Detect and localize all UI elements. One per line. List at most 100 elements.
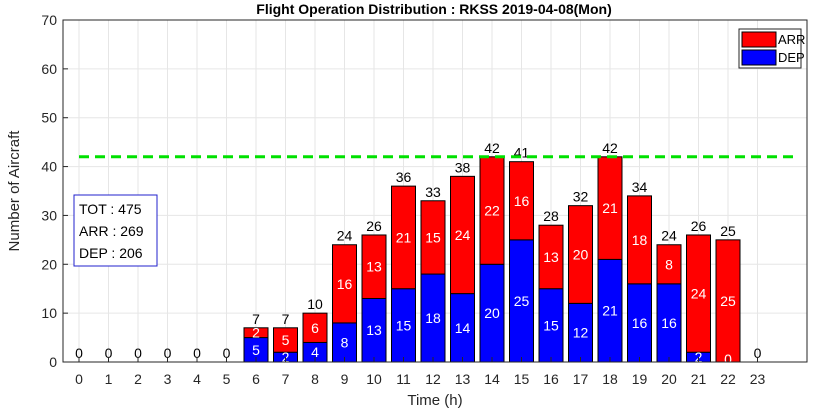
bar-arr: [273, 327, 298, 353]
dep-value-label: 16: [661, 315, 677, 331]
dep-value-label: 21: [602, 303, 618, 319]
total-value-label: 0: [164, 345, 172, 361]
x-tick-label: 7: [282, 371, 290, 387]
bar-arr: [243, 327, 269, 339]
x-tick-label: 8: [311, 371, 319, 387]
total-value-label: 10: [307, 296, 323, 312]
x-tick-label: 15: [514, 371, 530, 387]
x-tick-label: 13: [455, 371, 471, 387]
x-tick-label: 6: [252, 371, 260, 387]
total-value-label: 42: [484, 140, 500, 156]
stats-dep: DEP : 206: [79, 245, 143, 261]
bar-arr: [509, 161, 534, 241]
dep-value-label: 16: [632, 315, 648, 331]
arr-value-label: 16: [514, 193, 530, 209]
bar-arr: [332, 244, 357, 324]
x-tick-label: 0: [75, 371, 83, 387]
bar-series: [243, 156, 741, 363]
arr-value-label: 21: [602, 200, 618, 216]
dep-value-label: 8: [341, 334, 349, 350]
arr-value-label: 5: [282, 332, 290, 348]
total-value-label: 24: [661, 228, 677, 244]
y-tick-label: 60: [41, 61, 57, 77]
total-value-label: 42: [602, 140, 618, 156]
bar-arr: [715, 239, 741, 363]
dep-value-label: 25: [514, 293, 530, 309]
y-tick-label: 50: [41, 110, 57, 126]
bar-arr: [686, 234, 711, 353]
y-axis-ticks: 0 10 20 30 40 50 60 70: [41, 12, 68, 370]
arr-value-label: 24: [455, 227, 471, 243]
bar-arr: [302, 312, 328, 343]
dep-value-label: 12: [573, 325, 589, 341]
dep-value-label: 15: [543, 317, 559, 333]
bar-arr: [597, 156, 623, 260]
total-value-label: 0: [134, 345, 142, 361]
total-value-label: 7: [252, 311, 260, 327]
bar-arr: [420, 200, 446, 275]
x-tick-label: 17: [573, 371, 589, 387]
y-tick-label: 70: [41, 12, 57, 28]
arr-value-label: 8: [665, 256, 673, 272]
total-value-label: 25: [720, 223, 736, 239]
total-value-label: 0: [105, 345, 113, 361]
legend-swatch-arr: [741, 31, 777, 48]
stats-arr: ARR : 269: [79, 223, 144, 239]
x-tick-label: 19: [632, 371, 648, 387]
y-axis-label: Number of Aircraft: [6, 130, 23, 252]
chart-title: Flight Operation Distribution : RKSS 201…: [256, 1, 611, 17]
total-value-label: 0: [75, 345, 83, 361]
arr-value-label: 6: [311, 320, 319, 336]
dep-value-label: 14: [455, 320, 471, 336]
total-value-label: 0: [193, 345, 201, 361]
x-tick-label: 14: [484, 371, 500, 387]
bar-arr: [391, 185, 416, 290]
arr-value-label: 15: [425, 229, 441, 245]
x-axis-ticks: 0 1 2 3 4 5 6 7 8 9 10 11 12 13 14 15 16 17 18 19 20 21 22 23: [75, 357, 765, 387]
x-tick-label: 1: [105, 371, 113, 387]
total-value-label: 7: [282, 311, 290, 327]
bar-arr: [479, 156, 505, 265]
arr-value-label: 16: [337, 276, 353, 292]
arr-value-label: 20: [573, 247, 589, 263]
x-tick-label: 10: [366, 371, 382, 387]
stats-box: TOT : 475 ARR : 269 DEP : 206: [73, 194, 158, 267]
x-tick-label: 21: [691, 371, 707, 387]
x-tick-label: 9: [341, 371, 349, 387]
total-value-label: 32: [573, 189, 589, 205]
x-tick-label: 4: [193, 371, 201, 387]
x-tick-label: 2: [134, 371, 142, 387]
bar-arr: [450, 175, 475, 295]
arr-value-label: 24: [691, 286, 707, 302]
y-tick-label: 30: [41, 207, 57, 223]
arr-value-label: 21: [396, 229, 412, 245]
total-value-label: 0: [223, 345, 231, 361]
y-tick-label: 0: [49, 354, 57, 370]
legend: ARR DEP: [738, 28, 805, 69]
bar-arr: [361, 234, 387, 299]
arr-value-label: 13: [543, 249, 559, 265]
x-tick-label: 12: [425, 371, 441, 387]
x-tick-label: 18: [602, 371, 618, 387]
bar-dep: [538, 288, 564, 363]
bar-dep: [509, 239, 534, 363]
total-value-label: 0: [754, 345, 762, 361]
bar-dep: [420, 273, 446, 363]
dep-value-label: 13: [366, 322, 382, 338]
arr-value-label: 18: [632, 232, 648, 248]
x-tick-label: 20: [661, 371, 677, 387]
dep-value-label: 18: [425, 310, 441, 326]
dep-value-label: 15: [396, 317, 412, 333]
total-value-label: 36: [396, 169, 412, 185]
stats-box-frame: [73, 194, 158, 267]
plot-frame: [62, 19, 808, 363]
y-tick-label: 10: [41, 305, 57, 321]
stats-total: TOT : 475: [79, 201, 142, 217]
dep-value-label: 20: [484, 305, 500, 321]
total-value-label: 26: [691, 218, 707, 234]
y-tick-label: 20: [41, 256, 57, 272]
total-value-label: 26: [366, 218, 382, 234]
total-value-label: 28: [543, 208, 559, 224]
total-value-label: 38: [455, 159, 471, 175]
x-tick-label: 23: [750, 371, 766, 387]
